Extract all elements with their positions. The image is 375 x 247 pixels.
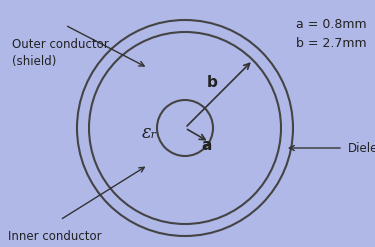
Text: Inner conductor: Inner conductor [8, 230, 102, 243]
Text: εᵣ: εᵣ [142, 124, 158, 142]
Text: Outer conductor
(shield): Outer conductor (shield) [12, 38, 109, 68]
Text: a: a [202, 139, 212, 153]
Text: a = 0.8mm
b = 2.7mm: a = 0.8mm b = 2.7mm [296, 18, 367, 50]
Text: b: b [207, 75, 218, 90]
Text: Dielectric: Dielectric [348, 142, 375, 155]
